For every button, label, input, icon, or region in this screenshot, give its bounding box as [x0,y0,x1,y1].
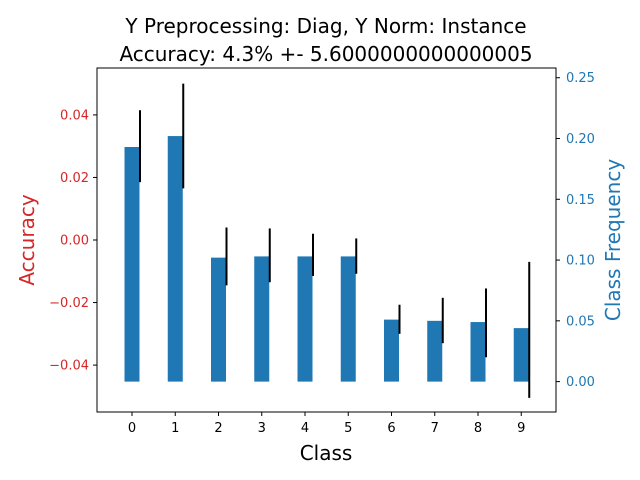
y-left-tick-label-0: −0.04 [49,359,89,374]
bar-class-5 [340,256,356,382]
bar-class-0 [124,147,140,382]
y-right-tick-label-5: 0.25 [566,71,595,86]
x-tick-label-8: 8 [474,421,482,436]
y-axis-right: 0.00 0.05 0.10 0.15 0.20 0.25 [556,71,595,390]
x-tick-label-1: 1 [171,421,179,436]
y-axis-label-right: Class Frequency [601,159,625,321]
y-left-tick-label-1: −0.02 [49,296,89,311]
x-axis: 0 1 2 3 4 5 6 7 8 9 [128,412,525,436]
x-tick-label-9: 9 [517,421,525,436]
x-tick-label-6: 6 [387,421,395,436]
bar-class-1 [167,136,183,382]
title-line-1: Y Preprocessing: Diag, Y Norm: Instance [124,14,526,38]
bar-class-8 [470,322,486,382]
y-left-tick-label-3: 0.02 [60,171,89,186]
y-left-tick-label-4: 0.04 [60,108,89,123]
bar-class-2 [211,257,226,382]
bar-class-4 [297,256,313,382]
y-left-tick-label-2: 0.00 [60,234,89,249]
y-right-tick-label-1: 0.05 [566,314,595,329]
x-tick-label-0: 0 [128,421,136,436]
x-tick-label-4: 4 [301,421,309,436]
y-right-tick-label-2: 0.10 [566,254,595,269]
x-tick-label-5: 5 [344,421,352,436]
y-axis-label-left: Accuracy [15,194,39,285]
chart-title: Y Preprocessing: Diag, Y Norm: Instance … [119,14,532,66]
bar-class-6 [384,319,399,382]
errorbars-group [139,83,531,398]
x-axis-label: Class [300,441,353,465]
bar-class-7 [427,320,443,382]
plot-frame [96,67,557,413]
bars-group [124,136,529,382]
x-tick-label-2: 2 [214,421,222,436]
x-tick-label-3: 3 [258,421,266,436]
y-right-tick-label-4: 0.20 [566,132,595,147]
y-right-tick-label-0: 0.00 [566,375,595,390]
x-tick-label-7: 7 [431,421,439,436]
y-axis-left: −0.04 −0.02 0.00 0.02 0.04 [49,108,97,374]
title-line-2: Accuracy: 4.3% +- 5.6000000000000005 [119,42,532,66]
bar-class-3 [254,256,270,382]
bar-class-9 [513,328,529,382]
y-right-tick-label-3: 0.15 [566,193,595,208]
